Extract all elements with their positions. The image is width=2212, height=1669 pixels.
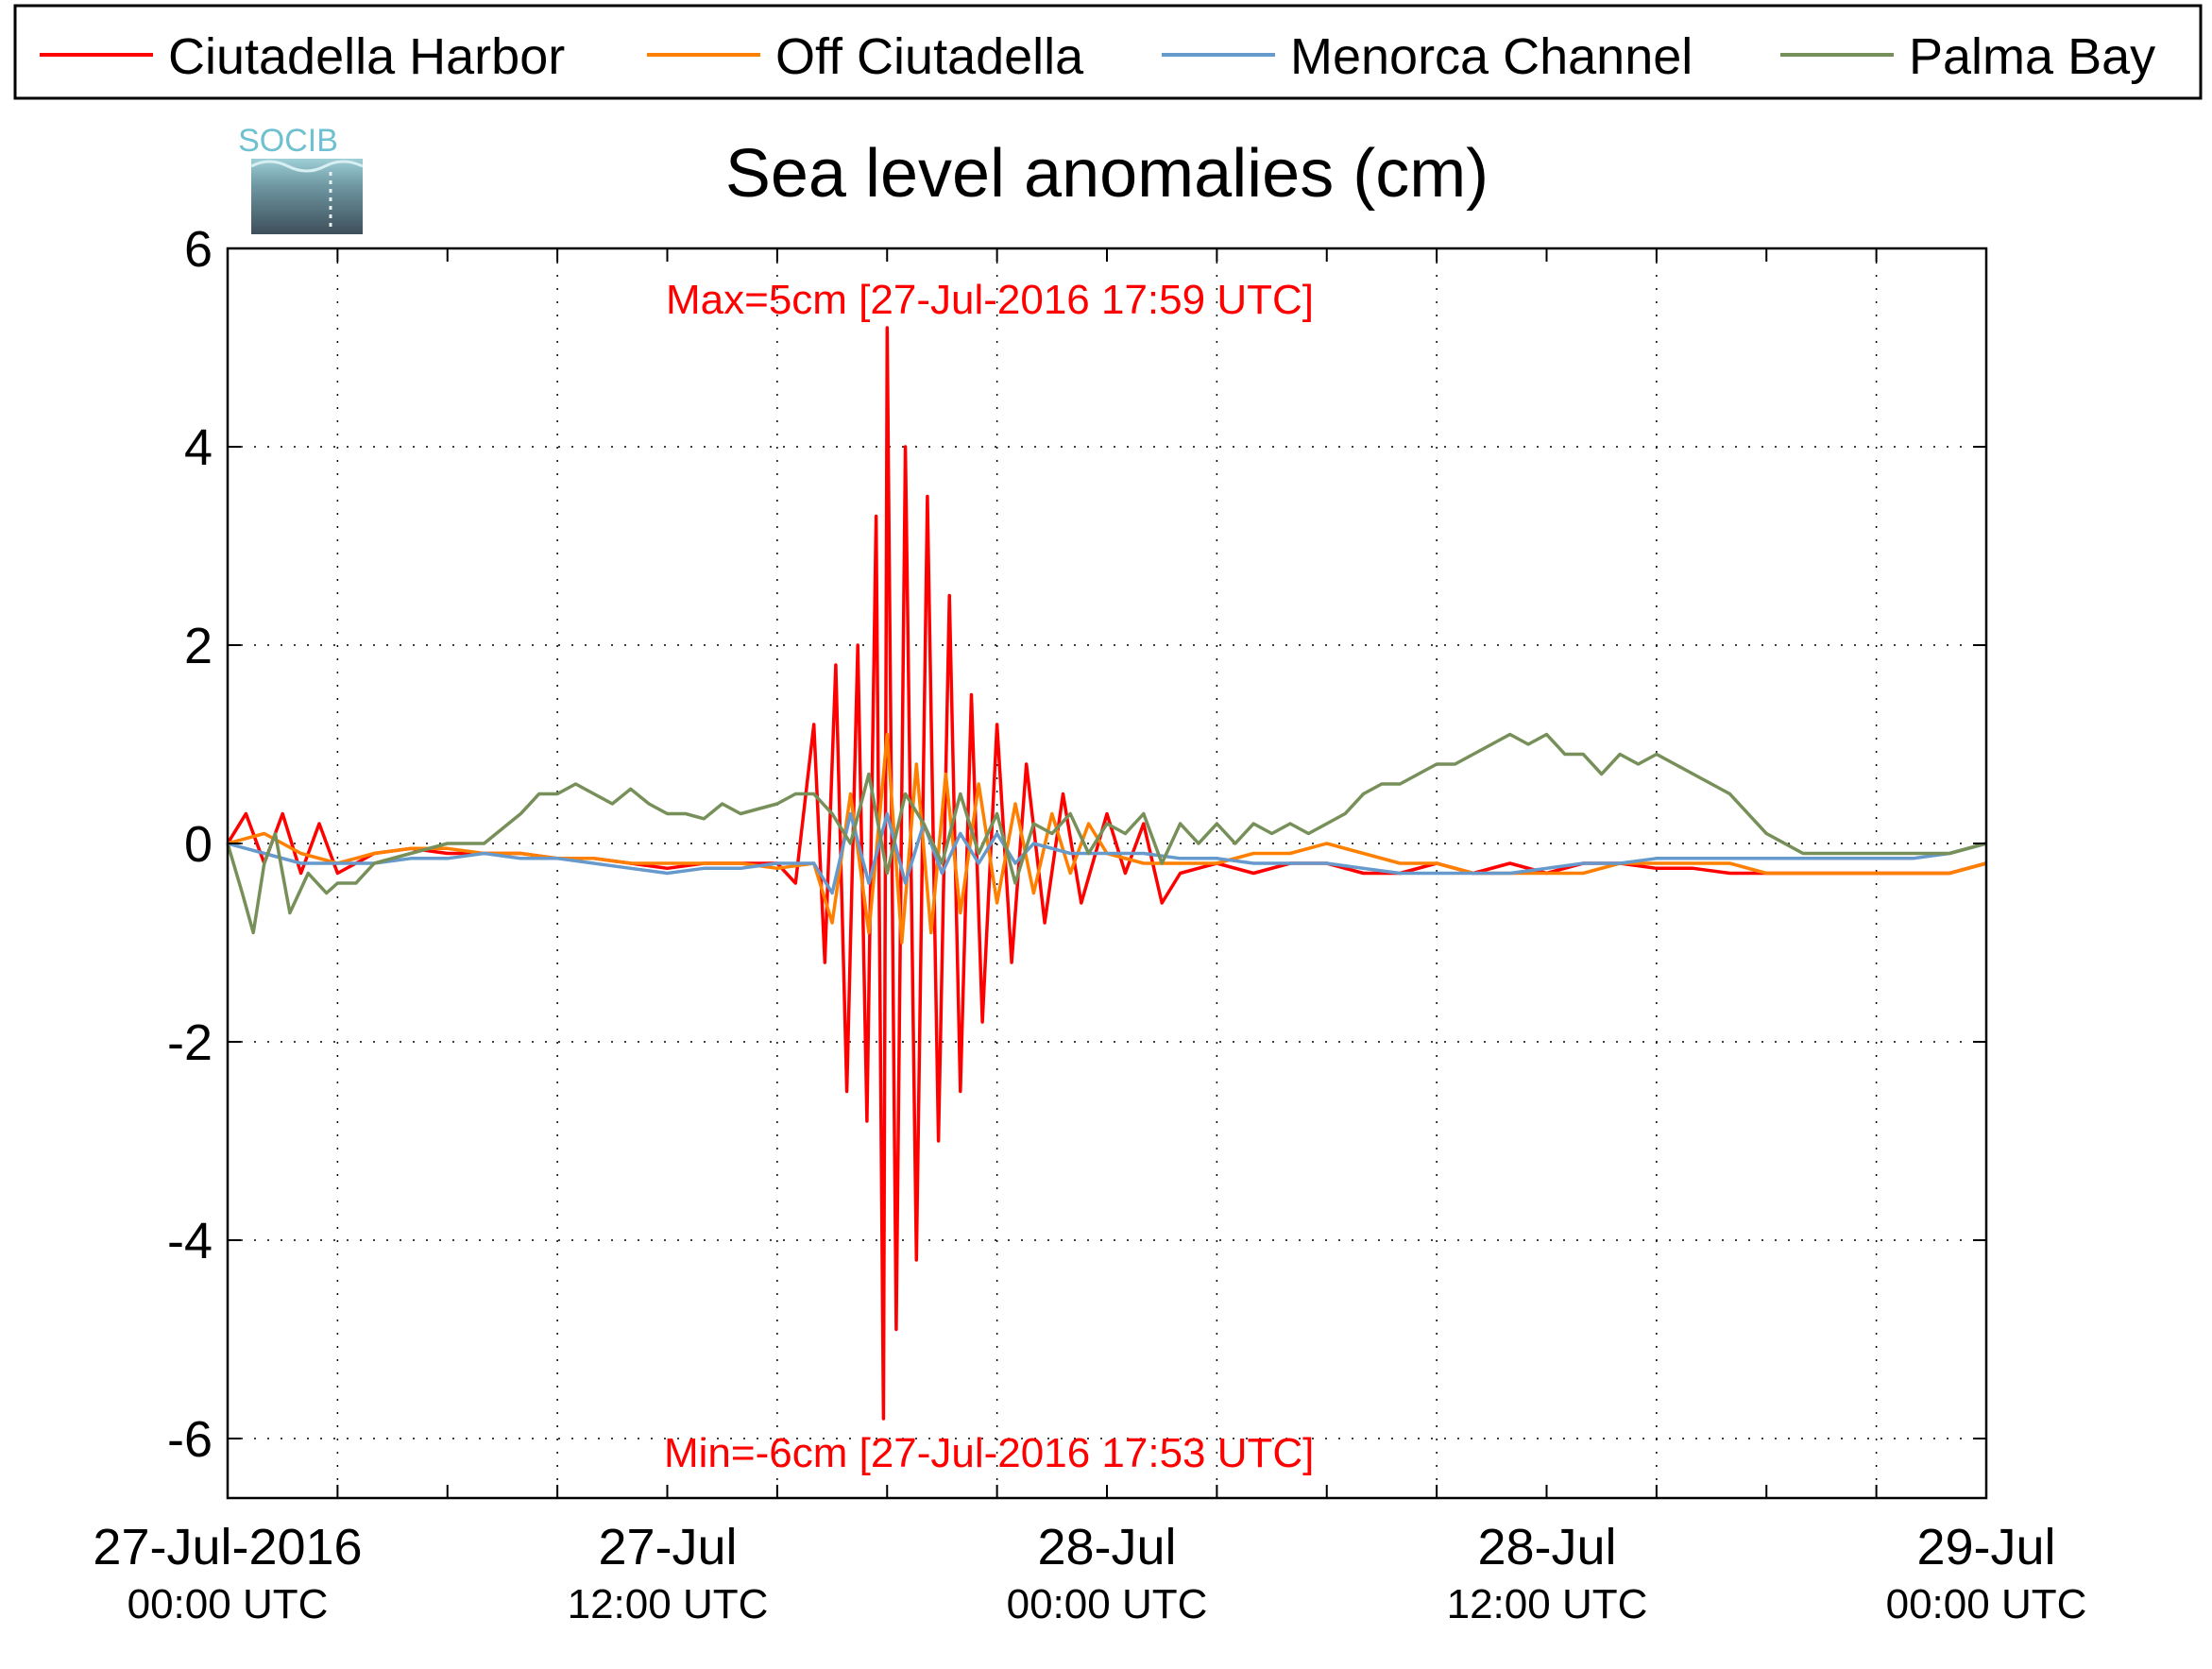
socib-logo: SOCIB <box>238 123 364 234</box>
series-line <box>226 732 1987 935</box>
legend-items: Ciutadella Harbor Off Ciutadella Menorca C… <box>40 28 2155 85</box>
logo-label: SOCIB <box>238 123 338 159</box>
x-tick-sublabel: 12:00 UTC <box>568 1581 769 1627</box>
y-tick-label: 2 <box>184 618 213 674</box>
x-tick-label: 27-Jul-2016 <box>93 1519 362 1575</box>
x-tick-label: 27-Jul <box>598 1519 737 1575</box>
y-tick-label: 6 <box>184 221 213 278</box>
x-tick-label: 29-Jul <box>1916 1519 2055 1575</box>
chart-title: Sea level anomalies (cm) <box>725 136 1489 212</box>
series-layer <box>226 326 1987 1421</box>
y-tick-label: -6 <box>167 1411 213 1468</box>
x-tick-label: 28-Jul <box>1037 1519 1176 1575</box>
series-line <box>226 326 1987 1421</box>
legend-label: Ciutadella Harbor <box>168 28 565 85</box>
y-tick-label: -2 <box>167 1014 213 1071</box>
x-tick-sublabel: 00:00 UTC <box>1007 1581 1208 1627</box>
max-annotation: Max=5cm [27-Jul-2016 17:59 UTC] <box>666 277 1314 323</box>
y-tick-label: 4 <box>184 419 213 476</box>
x-tick-label: 28-Jul <box>1477 1519 1616 1575</box>
x-tick-sublabel: 00:00 UTC <box>128 1581 329 1627</box>
legend-box <box>13 4 2203 100</box>
min-annotation: Min=-6cm [27-Jul-2016 17:53 UTC] <box>664 1430 1314 1476</box>
legend-label: Off Ciutadella <box>775 28 1084 85</box>
logo-wave <box>250 160 364 173</box>
tick-layer: 6 4 2 0 -2 -4 -6 27-Jul-2016 00:00 UTC 27-Jul 12:0… <box>93 221 2086 1627</box>
x-tick-sublabel: 00:00 UTC <box>1886 1581 2087 1627</box>
legend: Ciutadella Harbor Off Ciutadella Menorca C… <box>13 4 2203 100</box>
legend-label: Menorca Channel <box>1290 28 1693 85</box>
legend-label: Palma Bay <box>1909 28 2155 85</box>
y-tick-label: -4 <box>167 1213 213 1269</box>
y-tick-label: 0 <box>184 816 213 873</box>
series-line <box>227 811 1987 895</box>
x-tick-sublabel: 12:00 UTC <box>1447 1581 1648 1627</box>
